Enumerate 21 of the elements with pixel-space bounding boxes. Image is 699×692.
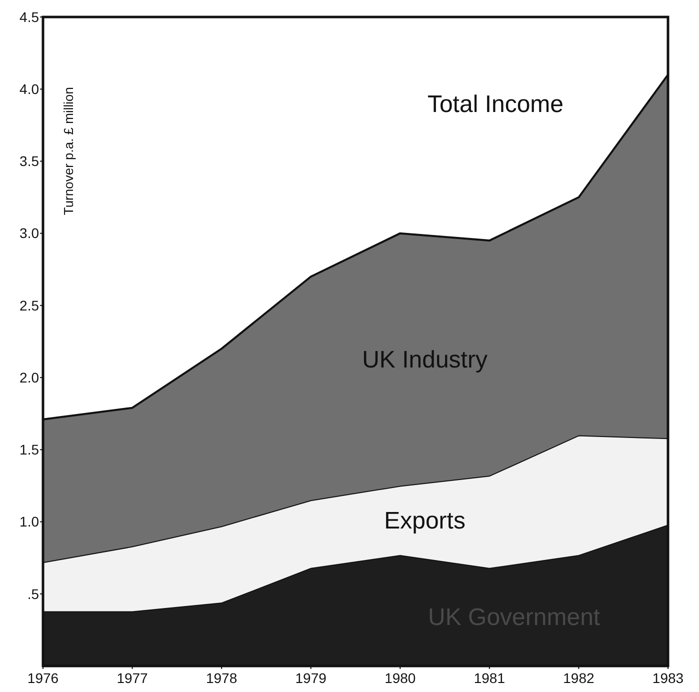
- x-tick-label: 1980: [384, 670, 416, 686]
- x-tick-label: 1983: [652, 670, 684, 686]
- y-tick-label: 2.5: [20, 297, 40, 314]
- y-tick-label: 2.0: [20, 369, 40, 386]
- x-tick-label: 1977: [116, 670, 148, 686]
- y-tick-label: 4.0: [20, 81, 40, 98]
- x-tick-label: 1979: [295, 670, 327, 686]
- x-tick-label: 1976: [27, 670, 59, 686]
- x-tick-label: 1978: [206, 670, 238, 686]
- y-tick-label: 1.5: [20, 442, 40, 458]
- x-tick-label: 1982: [563, 670, 594, 686]
- y-tick-label: 3.5: [20, 153, 40, 170]
- y-tick-label: 3.0: [20, 225, 40, 242]
- series-label: Exports: [384, 507, 466, 534]
- annotation: Total Income: [427, 91, 564, 118]
- x-tick-label: 1981: [474, 670, 506, 686]
- series-label: UK Industry: [362, 346, 488, 374]
- y-tick-label: .5: [27, 586, 40, 602]
- y-axis-title: Turnover p.a. £ million: [61, 87, 76, 216]
- y-tick-label: 4.5: [20, 8, 40, 25]
- y-tick-label: 1.0: [20, 514, 40, 530]
